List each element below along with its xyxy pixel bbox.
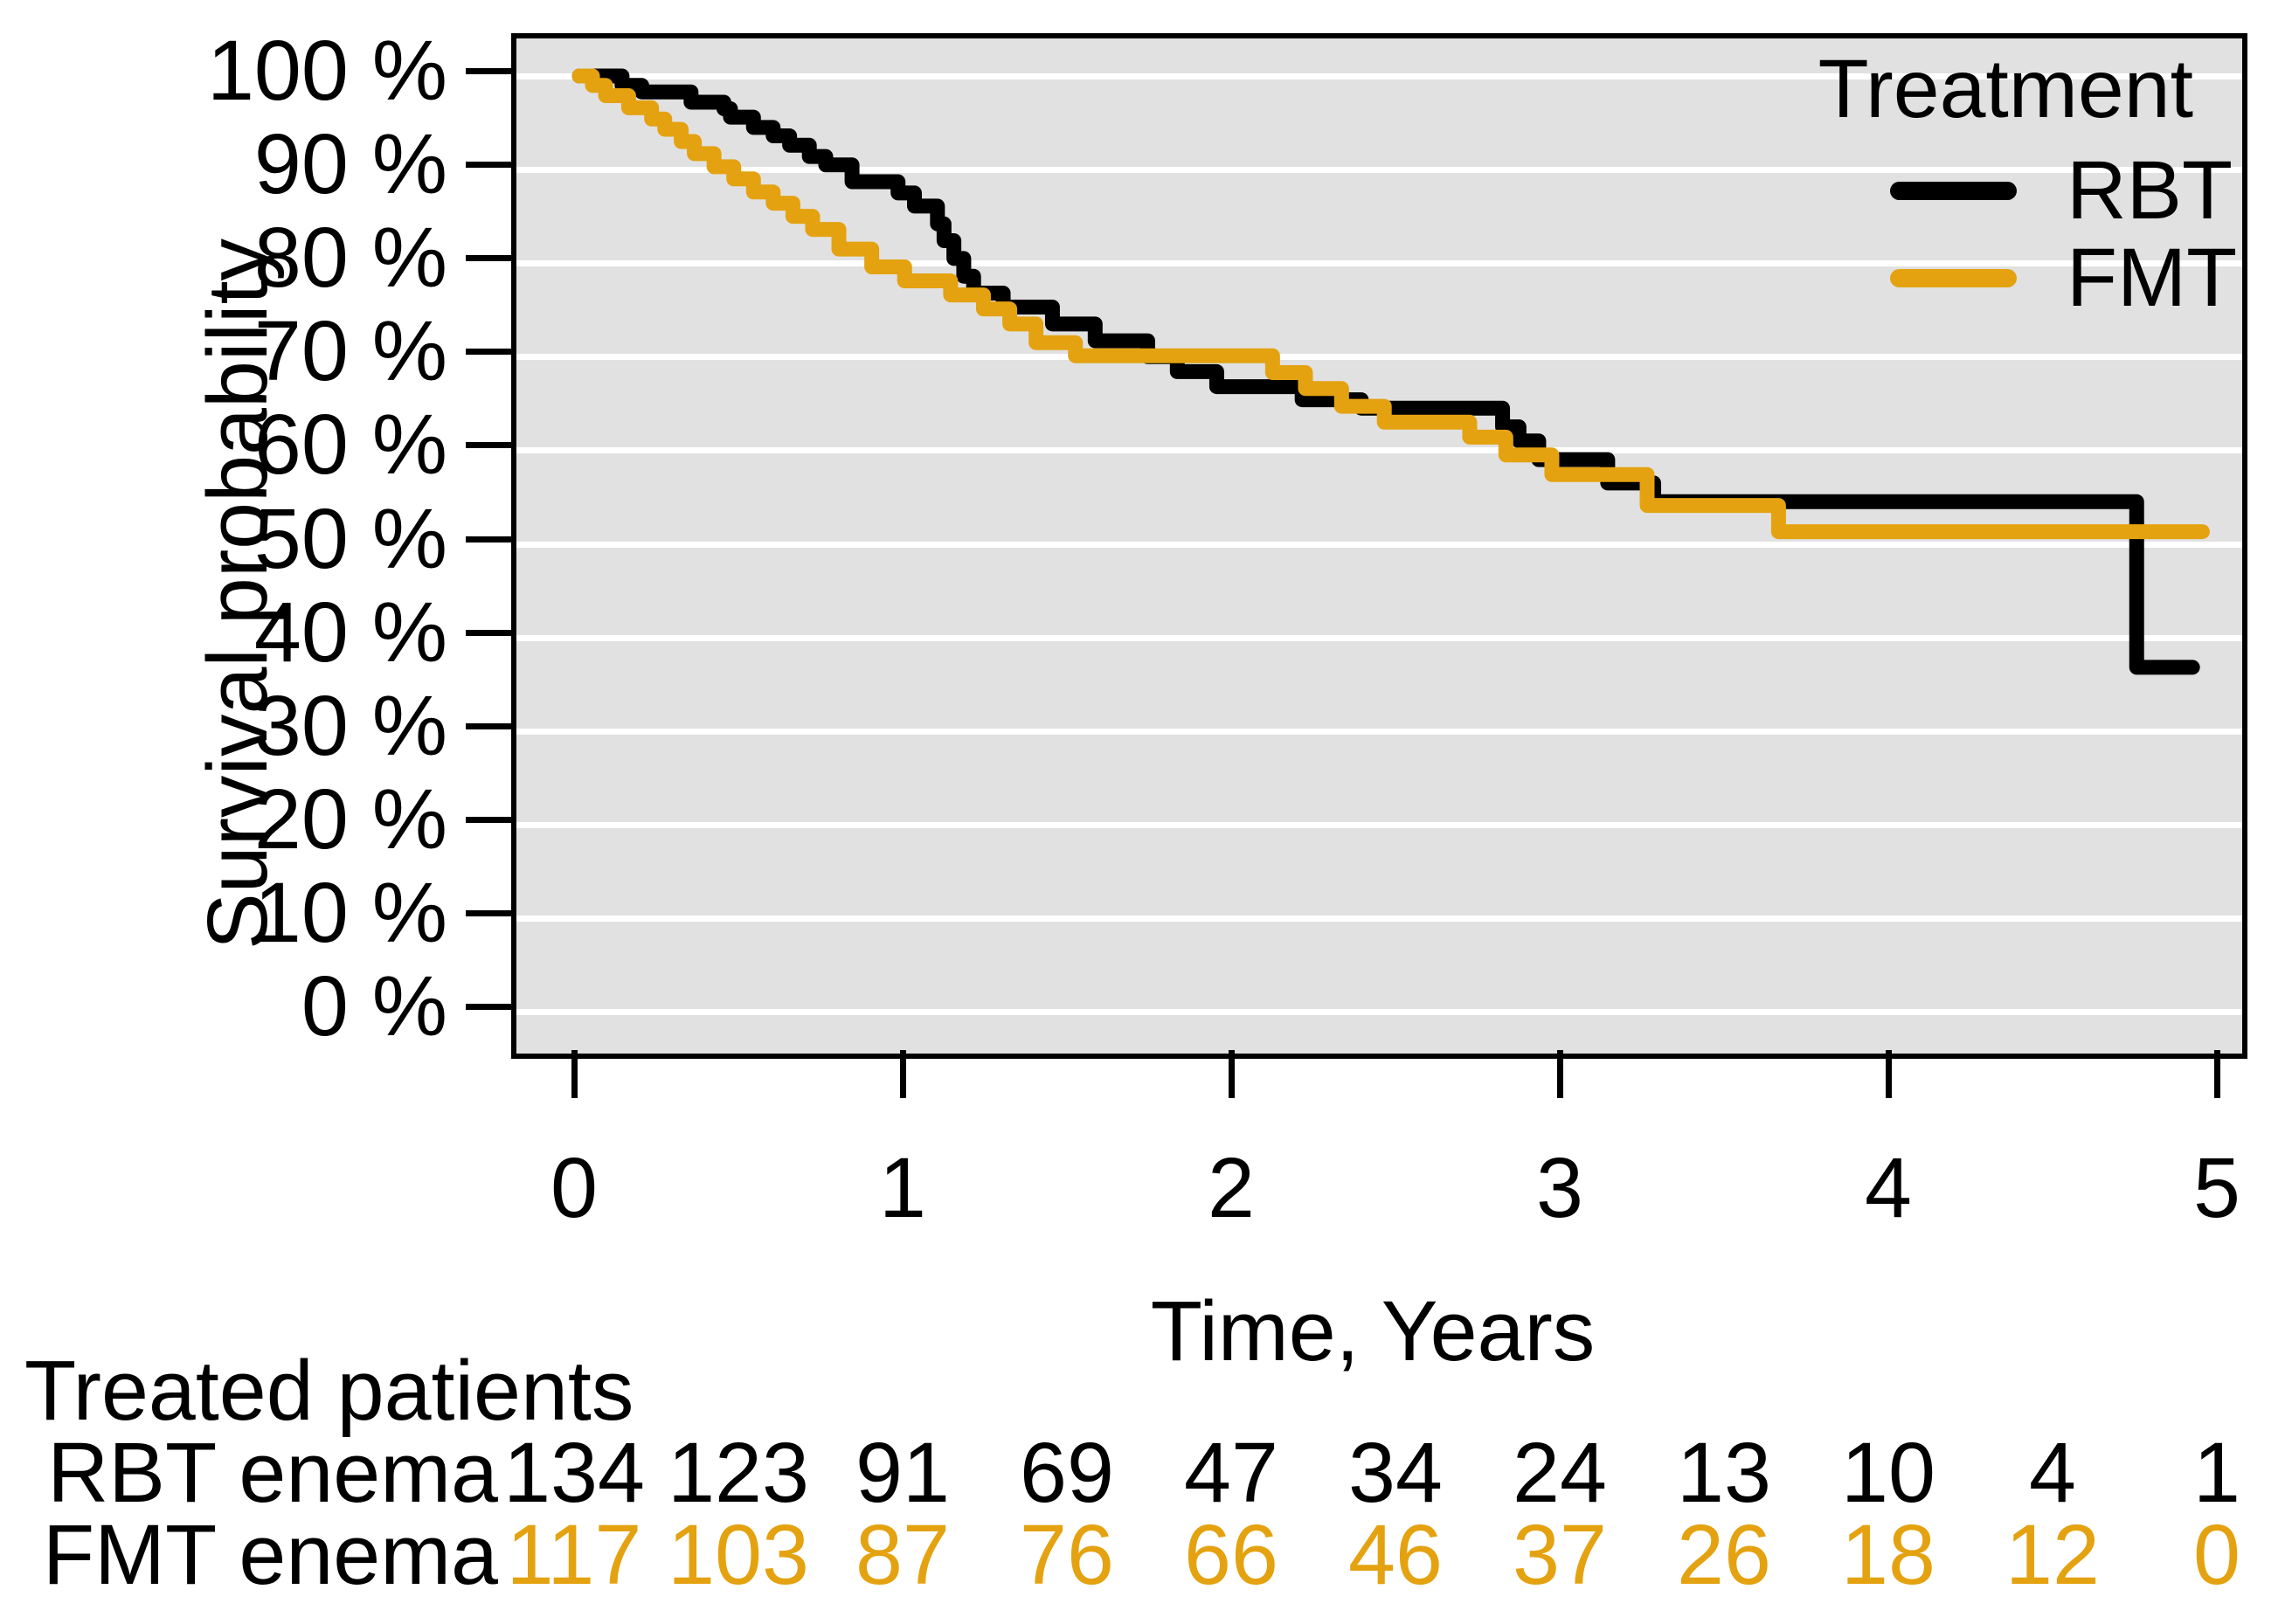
y-tick <box>466 255 511 262</box>
risk-table-row-label-fmt: FMT enema <box>42 1507 498 1602</box>
y-tick-label: 60 % <box>253 397 447 493</box>
y-tick-label: 100 % <box>206 23 447 118</box>
gridline-20 <box>516 821 2242 828</box>
gridline-100 <box>516 73 2242 79</box>
risk-table-title: Treated patients <box>24 1343 634 1438</box>
y-tick <box>466 442 511 449</box>
y-tick <box>466 536 511 542</box>
x-tick <box>1229 1050 1235 1098</box>
gridline-80 <box>516 260 2242 267</box>
fmt-line-swatch <box>1890 269 2017 287</box>
x-tick <box>1557 1050 1563 1098</box>
risk-count: 24 <box>1513 1425 1607 1520</box>
risk-count: 91 <box>855 1425 950 1520</box>
legend-entry-rbt: RBT <box>1890 147 2257 234</box>
risk-count: 34 <box>1348 1425 1443 1520</box>
y-tick-label: 80 % <box>253 210 447 306</box>
rbt-line-swatch <box>1890 182 2017 200</box>
risk-count: 13 <box>1677 1425 1771 1520</box>
x-tick-label: 5 <box>2193 1140 2240 1235</box>
y-tick <box>466 629 511 636</box>
y-tick-label: 50 % <box>253 490 447 586</box>
risk-count: 117 <box>506 1507 642 1602</box>
x-tick-label: 0 <box>550 1140 598 1235</box>
risk-count: 18 <box>1841 1507 1935 1602</box>
survival-curves <box>571 68 2210 675</box>
gridline-90 <box>516 167 2242 174</box>
gridline-40 <box>516 634 2242 641</box>
y-tick-label: 40 % <box>253 584 447 680</box>
risk-count: 47 <box>1184 1425 1278 1520</box>
risk-count: 123 <box>668 1425 809 1520</box>
plot-panel <box>511 33 2247 1059</box>
risk-count: 134 <box>503 1425 645 1520</box>
risk-count: 4 <box>2029 1425 2076 1520</box>
x-tick-label: 4 <box>1865 1140 1912 1235</box>
y-tick <box>466 816 511 823</box>
y-axis-title: Survival probability <box>190 238 285 950</box>
risk-count: 46 <box>1348 1507 1443 1602</box>
risk-count: 10 <box>1841 1425 1935 1520</box>
x-tick-label: 3 <box>1536 1140 1583 1235</box>
y-tick-label: 0 % <box>301 958 447 1054</box>
y-tick-label: 70 % <box>253 303 447 399</box>
y-tick <box>466 349 511 356</box>
y-tick <box>466 909 511 916</box>
gridline-60 <box>516 447 2242 454</box>
risk-count: 1 <box>2193 1425 2240 1520</box>
y-tick <box>466 68 511 74</box>
legend-title: Treatment <box>1818 43 2193 135</box>
x-tick-label: 2 <box>1208 1140 1255 1235</box>
risk-count: 37 <box>1513 1507 1607 1602</box>
risk-count: 69 <box>1020 1425 1114 1520</box>
x-tick <box>571 1050 578 1098</box>
gridline-30 <box>516 728 2242 735</box>
legend-entry-fmt: FMT <box>1890 234 2257 321</box>
risk-count: 12 <box>2005 1507 2100 1602</box>
gridline-10 <box>516 915 2242 922</box>
y-tick <box>466 162 511 169</box>
legend-label-fmt: FMT <box>2067 232 2238 324</box>
gridline-0 <box>516 1009 2242 1015</box>
curve-rbt <box>571 68 2200 675</box>
risk-table-row-label-rbt: RBT enema <box>47 1425 498 1520</box>
x-tick <box>2214 1050 2220 1098</box>
gridline-50 <box>516 541 2242 548</box>
x-tick-label: 1 <box>879 1140 926 1235</box>
y-tick-label: 90 % <box>253 116 447 212</box>
x-tick <box>900 1050 906 1098</box>
gridline-70 <box>516 354 2242 361</box>
y-tick <box>466 722 511 729</box>
legend-label-rbt: RBT <box>2067 144 2233 237</box>
curve-fmt <box>571 68 2210 540</box>
y-tick-label: 10 % <box>253 864 447 960</box>
y-tick-label: 20 % <box>253 771 447 867</box>
risk-count: 87 <box>855 1507 950 1602</box>
y-tick <box>466 1004 511 1010</box>
x-tick <box>1886 1050 1892 1098</box>
risk-count: 66 <box>1184 1507 1278 1602</box>
risk-count: 26 <box>1677 1507 1771 1602</box>
risk-count: 0 <box>2193 1507 2240 1602</box>
y-tick-label: 30 % <box>253 677 447 773</box>
x-axis-title: Time, Years <box>1150 1283 1596 1379</box>
risk-count: 103 <box>668 1507 809 1602</box>
risk-count: 76 <box>1020 1507 1114 1602</box>
